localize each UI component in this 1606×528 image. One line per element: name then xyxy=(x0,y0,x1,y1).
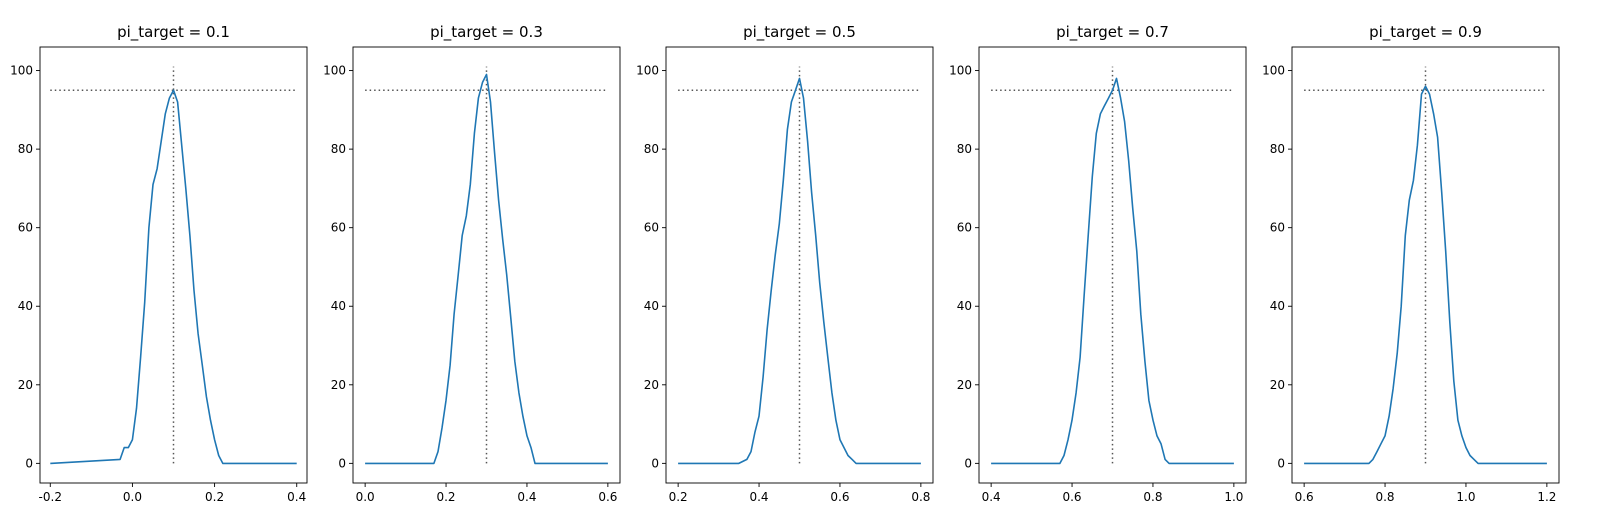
axes-frame xyxy=(352,46,621,484)
x-tick-label: 0.6 xyxy=(1295,490,1314,504)
subplot-3: pi_target = 0.5 0.2 0.4 0.6 0.8 0 20 40 60 80 100 xyxy=(636,23,934,504)
x-tick-label: 0.6 xyxy=(1062,490,1081,504)
y-tick-label: 100 xyxy=(323,64,346,78)
y-tick-label: 40 xyxy=(644,299,659,313)
y-tick-label: 60 xyxy=(1270,221,1285,235)
y-tick-label: 60 xyxy=(18,221,33,235)
subplot-5: pi_target = 0.9 0.6 0.8 1.0 1.2 0 20 40 60 80 100 xyxy=(1262,23,1560,504)
x-tick-label: 0.0 xyxy=(123,490,142,504)
subplot-2: pi_target = 0.3 0.0 0.2 0.4 0.6 0 20 40 60 80 100 xyxy=(323,23,621,504)
x-tick-label: 0.8 xyxy=(1143,490,1162,504)
y-tick-label: 40 xyxy=(331,299,346,313)
y-tick-label: 80 xyxy=(644,142,659,156)
y-tick-label: 20 xyxy=(18,378,33,392)
y-tick-label: 100 xyxy=(949,64,972,78)
axes-frame xyxy=(39,46,308,484)
coverage-curve xyxy=(678,77,921,465)
y-tick-label: 80 xyxy=(331,142,346,156)
x-tick-label: 0.6 xyxy=(598,490,617,504)
subplot-title: pi_target = 0.9 xyxy=(1369,23,1482,42)
x-tick-label: 1.0 xyxy=(1456,490,1475,504)
y-tick-label: 100 xyxy=(636,64,659,78)
y-tick-label: 0 xyxy=(1277,456,1285,470)
x-tick-label: 0.4 xyxy=(982,490,1001,504)
subplot-title: pi_target = 0.5 xyxy=(743,23,856,42)
y-tick-label: 0 xyxy=(964,456,972,470)
axes-frame xyxy=(665,46,934,484)
coverage-curve xyxy=(991,77,1234,465)
x-tick-label: 0.4 xyxy=(517,490,536,504)
y-tick-label: 20 xyxy=(331,378,346,392)
coverage-curve xyxy=(1304,85,1547,465)
x-tick-label: 1.2 xyxy=(1537,490,1556,504)
x-tick-label: 0.0 xyxy=(356,490,375,504)
subplot-title: pi_target = 0.3 xyxy=(430,23,543,42)
y-tick-label: 60 xyxy=(644,221,659,235)
subplot-1: pi_target = 0.1 -0.2 0.0 0.2 0.4 0 20 40 60 80 100 xyxy=(10,23,308,504)
x-tick-label: 0.6 xyxy=(830,490,849,504)
coverage-curve xyxy=(365,73,608,465)
y-tick-label: 60 xyxy=(957,221,972,235)
y-tick-label: 60 xyxy=(331,221,346,235)
y-tick-label: 20 xyxy=(644,378,659,392)
x-tick-label: 0.2 xyxy=(669,490,688,504)
axes-frame xyxy=(1291,46,1560,484)
y-tick-label: 40 xyxy=(18,299,33,313)
y-tick-label: 40 xyxy=(1270,299,1285,313)
y-tick-label: 100 xyxy=(10,64,33,78)
x-tick-label: 0.4 xyxy=(287,490,306,504)
x-tick-label: -0.2 xyxy=(39,490,62,504)
y-tick-label: 0 xyxy=(651,456,659,470)
x-tick-label: 0.2 xyxy=(436,490,455,504)
y-tick-label: 80 xyxy=(957,142,972,156)
x-tick-label: 1.0 xyxy=(1224,490,1243,504)
x-tick-label: 0.8 xyxy=(1375,490,1394,504)
y-tick-label: 100 xyxy=(1262,64,1285,78)
y-tick-label: 0 xyxy=(25,456,33,470)
y-tick-label: 40 xyxy=(957,299,972,313)
subplot-title: pi_target = 0.1 xyxy=(117,23,230,42)
subplot-title: pi_target = 0.7 xyxy=(1056,23,1169,42)
y-tick-label: 20 xyxy=(957,378,972,392)
coverage-curve xyxy=(50,89,297,465)
x-tick-label: 0.2 xyxy=(205,490,224,504)
subplot-4: pi_target = 0.7 0.4 0.6 0.8 1.0 0 20 40 60 80 100 xyxy=(949,23,1247,504)
axes-frame xyxy=(978,46,1247,484)
y-tick-label: 20 xyxy=(1270,378,1285,392)
x-tick-label: 0.8 xyxy=(911,490,930,504)
y-tick-label: 0 xyxy=(338,456,346,470)
y-tick-label: 80 xyxy=(18,142,33,156)
y-tick-label: 80 xyxy=(1270,142,1285,156)
x-tick-label: 0.4 xyxy=(749,490,768,504)
